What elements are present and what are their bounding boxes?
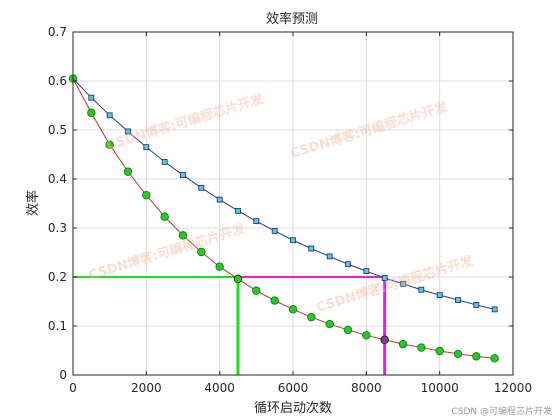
y-tick-label: 0.6: [48, 74, 67, 88]
data-point-circle: [362, 331, 371, 340]
credit-text: CSDN @可编程芯片开发: [451, 405, 552, 417]
data-point-square: [400, 280, 406, 287]
plot-area: 0 2000 4000 6000 8000 10000 12000 0 0.1 0.2 0.3 0.4…: [48, 25, 532, 395]
data-point-square: [253, 218, 260, 225]
series-line-1: [72, 78, 495, 310]
chart-title: 效率预测: [266, 11, 318, 27]
x-tick-label: 12000: [494, 381, 532, 395]
data-point-square: [216, 196, 223, 203]
data-point-circle: [343, 325, 353, 335]
data-point-circle: [270, 296, 279, 305]
data-point-circle: [417, 343, 426, 352]
series-layer: [72, 78, 495, 359]
data-point-circle: [307, 312, 316, 322]
watermark-text: CSDN博客:可编程芯片开发: [104, 91, 266, 154]
y-tick-label: 0.1: [48, 319, 67, 333]
data-point-circle: [490, 354, 499, 363]
data-point-circle: [123, 167, 133, 176]
data-point-circle: [453, 349, 463, 359]
data-point-square: [418, 286, 425, 293]
y-tick-label: 0.4: [48, 172, 67, 186]
data-point-circle: [288, 305, 298, 314]
x-tick-label: 0: [69, 381, 77, 395]
data-point-circle: [472, 352, 481, 361]
data-point-circle: [178, 231, 188, 240]
data-point-square: [198, 184, 205, 191]
data-point-circle: [87, 108, 96, 118]
data-point-square: [455, 297, 461, 303]
data-point-square: [235, 207, 241, 214]
series-line-2: [72, 78, 495, 359]
y-axis-label: 效率: [25, 190, 41, 216]
data-point-square: [345, 261, 351, 268]
data-point-circle: [435, 346, 444, 356]
y-tick-label: 0: [59, 368, 67, 382]
data-point-circle: [215, 262, 224, 271]
data-point-square: [180, 172, 186, 178]
data-point-square: [290, 237, 296, 244]
data-point-square: [363, 268, 370, 275]
data-point-square: [88, 94, 95, 101]
y-tick-label: 0.7: [48, 25, 67, 39]
y-tick-label: 0.5: [48, 123, 67, 137]
y-tick-label: 0.3: [48, 221, 67, 235]
data-point-square: [106, 112, 113, 119]
data-point-circle: [398, 339, 408, 349]
x-tick-label: 10000: [421, 381, 459, 395]
watermark-layer: CSDN博客:可编程芯片开发 CSDN博客:可编程芯片开发 CSDN博客:可编程…: [86, 91, 476, 316]
crossing-marker-1: [233, 274, 243, 284]
x-tick-label: 6000: [278, 381, 309, 395]
y-tick-label: 0.2: [48, 270, 67, 284]
data-point-square: [436, 292, 443, 299]
data-point-square: [381, 275, 388, 281]
x-tick-label: 2000: [131, 381, 162, 395]
data-point-square: [326, 253, 333, 260]
tick-layer: 0 2000 4000 6000 8000 10000 12000 0 0.1 0.2 0.3 0.4…: [48, 25, 532, 395]
threshold-layer: [73, 276, 387, 375]
data-point-square: [271, 228, 278, 234]
data-point-square: [125, 128, 131, 135]
data-point-circle: [160, 212, 169, 221]
watermark-text: CSDN博客:可编程芯片开发: [314, 253, 476, 316]
data-point-square: [143, 144, 150, 151]
x-tick-label: 4000: [204, 381, 235, 395]
data-point-square: [161, 158, 168, 165]
data-point-square: [491, 306, 498, 313]
data-point-circle: [105, 140, 114, 149]
crossing-marker-2: [380, 335, 389, 344]
data-point-circle: [197, 247, 206, 257]
data-point-square: [308, 245, 315, 252]
data-point-circle: [252, 286, 261, 295]
grid-layer: [72, 31, 514, 376]
watermark-text: CSDN博客:可编程芯片开发: [86, 221, 248, 284]
x-axis-label: 循环启动次数: [254, 400, 332, 416]
data-point-circle: [142, 190, 151, 200]
data-point-square: [473, 302, 480, 308]
data-point-circle: [325, 319, 334, 329]
x-tick-label: 8000: [351, 381, 382, 395]
